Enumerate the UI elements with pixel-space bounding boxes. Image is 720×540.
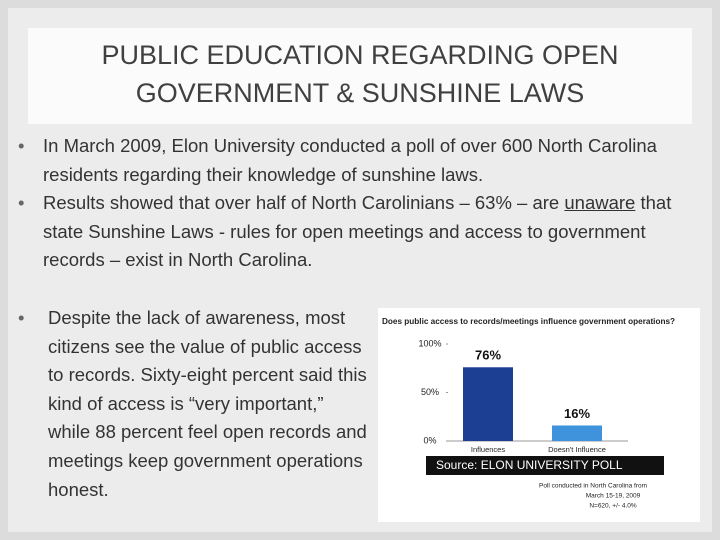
bullet: Results showed that over half of North C… [18, 189, 688, 275]
value-label: 76% [475, 348, 501, 363]
source-banner [426, 456, 664, 475]
bullet-text: Despite the lack of awareness, most citi… [48, 307, 367, 500]
x-tick-label: Influences [471, 445, 505, 454]
chart-title: Does public access to records/meetings i… [382, 317, 675, 326]
source: Source: ELON UNIVERSITY POLL [436, 458, 623, 472]
value-label: 16% [564, 406, 590, 421]
note: Poll conducted in North Carolina from [539, 483, 647, 490]
chart-background [378, 308, 700, 522]
y-tick-label: 50% [421, 387, 439, 397]
bullet: Despite the lack of awareness, most citi… [18, 304, 368, 504]
bullet-text: Results showed that over half of North C… [43, 192, 565, 214]
bullet: In March 2009, Elon University conducted… [18, 132, 688, 189]
bullet-list: Despite the lack of awareness, most citi… [18, 304, 368, 504]
chart: Does public access to records/meetings i… [378, 308, 700, 522]
bullet-list: In March 2009, Elon University conducted… [18, 132, 688, 275]
bar [552, 425, 602, 441]
slide: PUBLIC EDUCATION REGARDING OPEN GOVERNME… [8, 8, 712, 532]
bullet-text: In March 2009, Elon University conducted… [43, 135, 657, 185]
slide-title: PUBLIC EDUCATION REGARDING OPEN GOVERNME… [28, 28, 692, 124]
x-tick-label: Doesn't Influence [548, 445, 606, 454]
note: March 15-19, 2009 [586, 493, 641, 500]
bar [463, 367, 513, 441]
note: N=620, +/- 4.0% [589, 503, 637, 510]
y-tick-label: 0% [423, 435, 436, 445]
y-tick-label: 100% [418, 338, 441, 348]
bullet-emphasis: unaware [564, 192, 636, 214]
bullet-text: that state Sunshine Laws - rules for ope… [43, 192, 672, 271]
